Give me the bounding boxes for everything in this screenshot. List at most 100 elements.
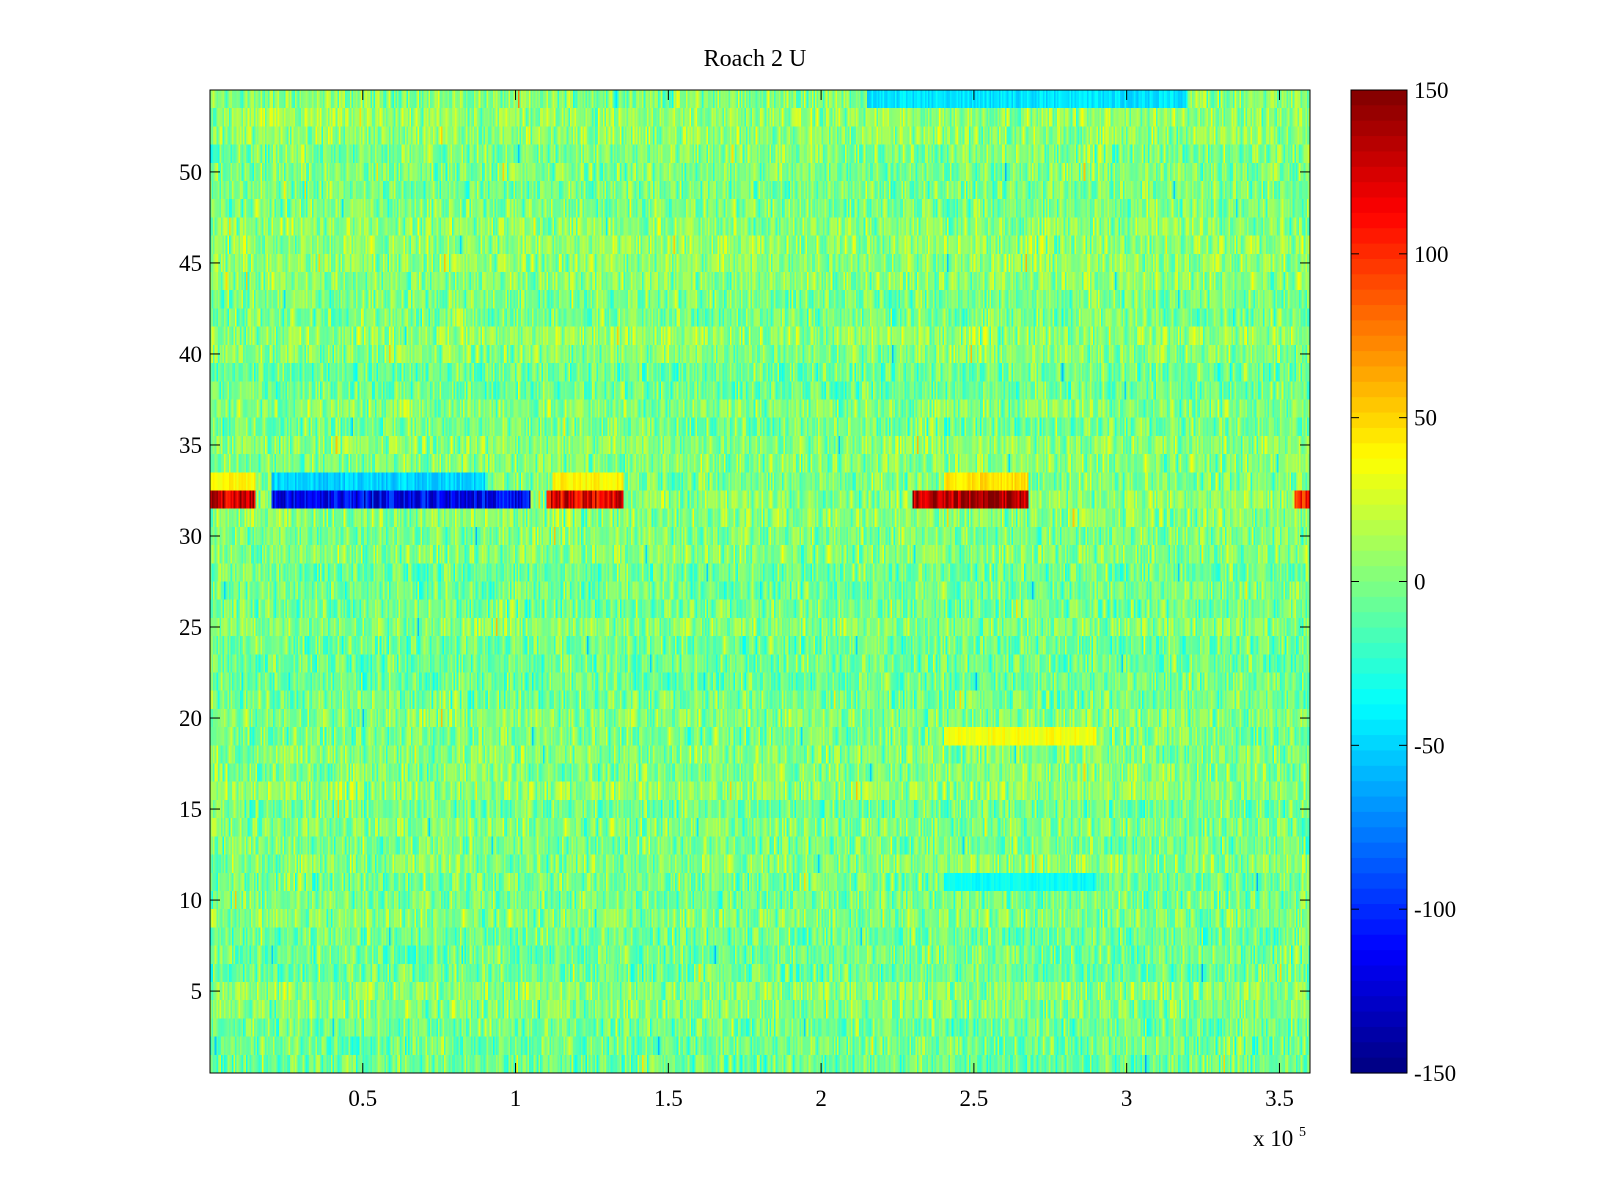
y-tick-label: 30 bbox=[179, 524, 202, 549]
colorbar-step bbox=[1351, 996, 1407, 1013]
colorbar-step bbox=[1351, 305, 1407, 321]
colorbar-step bbox=[1351, 1042, 1407, 1059]
colorbar-step bbox=[1351, 136, 1407, 153]
x-tick-label: 3.5 bbox=[1265, 1086, 1294, 1111]
colorbar-step bbox=[1351, 105, 1407, 122]
colorbar-step bbox=[1351, 212, 1407, 229]
x-axis-exponent-label: x 10 5 bbox=[1253, 1125, 1306, 1151]
y-tick-label: 20 bbox=[179, 706, 202, 731]
colorbar bbox=[1351, 90, 1407, 1074]
colorbar-tick-label: 50 bbox=[1414, 406, 1437, 431]
colorbar-step bbox=[1351, 258, 1407, 275]
y-tick-label: 15 bbox=[179, 797, 202, 822]
colorbar-step bbox=[1351, 765, 1407, 782]
x-tick-label: 2.5 bbox=[960, 1086, 989, 1111]
y-tick-label: 40 bbox=[179, 342, 202, 367]
colorbar-tick-label: -150 bbox=[1414, 1061, 1456, 1086]
colorbar-step bbox=[1351, 1011, 1407, 1028]
colorbar-step bbox=[1351, 689, 1407, 705]
y-tick-label: 35 bbox=[179, 433, 202, 458]
colorbar-step bbox=[1351, 842, 1407, 859]
colorbar-step bbox=[1351, 581, 1407, 598]
y-tick-label: 10 bbox=[179, 888, 202, 913]
y-tick-label: 25 bbox=[179, 615, 202, 640]
colorbar-step bbox=[1351, 504, 1407, 521]
y-axis: 5 10 15 20 25 30 35 40 45 50 bbox=[179, 160, 1310, 1004]
colorbar-step bbox=[1351, 857, 1407, 874]
x-tick-label: 0.5 bbox=[348, 1086, 377, 1111]
colorbar-step bbox=[1351, 811, 1407, 828]
colorbar-step bbox=[1351, 120, 1407, 137]
colorbar-step bbox=[1351, 166, 1407, 183]
colorbar-step bbox=[1351, 458, 1407, 475]
colorbar-step bbox=[1351, 750, 1407, 767]
colorbar-step bbox=[1351, 642, 1407, 659]
colorbar-step bbox=[1351, 550, 1407, 567]
colorbar-step bbox=[1351, 980, 1407, 997]
colorbar-step bbox=[1351, 535, 1407, 552]
colorbar-step bbox=[1351, 335, 1407, 352]
colorbar-step bbox=[1351, 950, 1407, 967]
colorbar-step bbox=[1351, 965, 1407, 982]
colorbar-step bbox=[1351, 90, 1407, 106]
x-exponent-prefix: x 10 bbox=[1253, 1126, 1293, 1151]
colorbar-step bbox=[1351, 412, 1407, 429]
colorbar-step bbox=[1351, 427, 1407, 444]
colorbar-step bbox=[1351, 566, 1407, 583]
colorbar-step bbox=[1351, 289, 1407, 306]
colorbar-step bbox=[1351, 888, 1407, 905]
colorbar-step bbox=[1351, 934, 1407, 951]
colorbar-tick-label: -50 bbox=[1414, 733, 1445, 758]
colorbar-step bbox=[1351, 197, 1407, 214]
colorbar-step bbox=[1351, 1057, 1407, 1074]
x-tick-label: 1.5 bbox=[654, 1086, 683, 1111]
colorbar-step bbox=[1351, 274, 1407, 291]
colorbar-tick-label: -100 bbox=[1414, 897, 1456, 922]
colorbar-step bbox=[1351, 704, 1407, 721]
y-tick-label: 50 bbox=[179, 160, 202, 185]
colorbar-step bbox=[1351, 673, 1407, 690]
colorbar-step bbox=[1351, 827, 1407, 844]
x-axis: 0.5 1 1.5 2 2.5 3 3.5 bbox=[348, 90, 1294, 1111]
colorbar-tick-label: 150 bbox=[1414, 78, 1449, 103]
heatmap-image bbox=[210, 90, 1310, 1073]
colorbar-step bbox=[1351, 658, 1407, 675]
colorbar-step bbox=[1351, 397, 1407, 414]
x-tick-label: 3 bbox=[1121, 1086, 1133, 1111]
colorbar-step bbox=[1351, 719, 1407, 736]
colorbar-step bbox=[1351, 381, 1407, 398]
colorbar-step bbox=[1351, 919, 1407, 936]
colorbar-step bbox=[1351, 320, 1407, 337]
y-tick-label: 5 bbox=[191, 979, 203, 1004]
x-exponent-power: 5 bbox=[1299, 1125, 1306, 1140]
x-tick-label: 1 bbox=[510, 1086, 522, 1111]
chart-title: Roach 2 U bbox=[704, 46, 807, 72]
x-tick-label: 2 bbox=[815, 1086, 827, 1111]
plot-area-frame bbox=[209, 89, 1311, 1074]
colorbar-step bbox=[1351, 351, 1407, 368]
colorbar-step bbox=[1351, 796, 1407, 813]
colorbar-tick-label: 100 bbox=[1414, 242, 1449, 267]
y-tick-label: 45 bbox=[179, 251, 202, 276]
colorbar-step bbox=[1351, 366, 1407, 383]
colorbar-axis: 150 100 50 0 -50 -100 -150 bbox=[1351, 78, 1456, 1086]
colorbar-step bbox=[1351, 182, 1407, 199]
colorbar-tick-label: 0 bbox=[1414, 570, 1426, 595]
colorbar-step bbox=[1351, 151, 1407, 168]
colorbar-step bbox=[1351, 596, 1407, 613]
colorbar-step bbox=[1351, 520, 1407, 537]
colorbar-step bbox=[1351, 612, 1407, 629]
colorbar-step bbox=[1351, 1026, 1407, 1043]
colorbar-step bbox=[1351, 873, 1407, 890]
colorbar-step bbox=[1351, 473, 1407, 490]
colorbar-step bbox=[1351, 735, 1407, 752]
colorbar-step bbox=[1351, 904, 1407, 921]
heatmap-cells bbox=[210, 90, 1310, 1073]
colorbar-step bbox=[1351, 627, 1407, 644]
colorbar-step bbox=[1351, 781, 1407, 798]
colorbar-step bbox=[1351, 489, 1407, 506]
colorbar-step bbox=[1351, 243, 1407, 260]
colorbar-step bbox=[1351, 443, 1407, 460]
colorbar-step bbox=[1351, 228, 1407, 245]
